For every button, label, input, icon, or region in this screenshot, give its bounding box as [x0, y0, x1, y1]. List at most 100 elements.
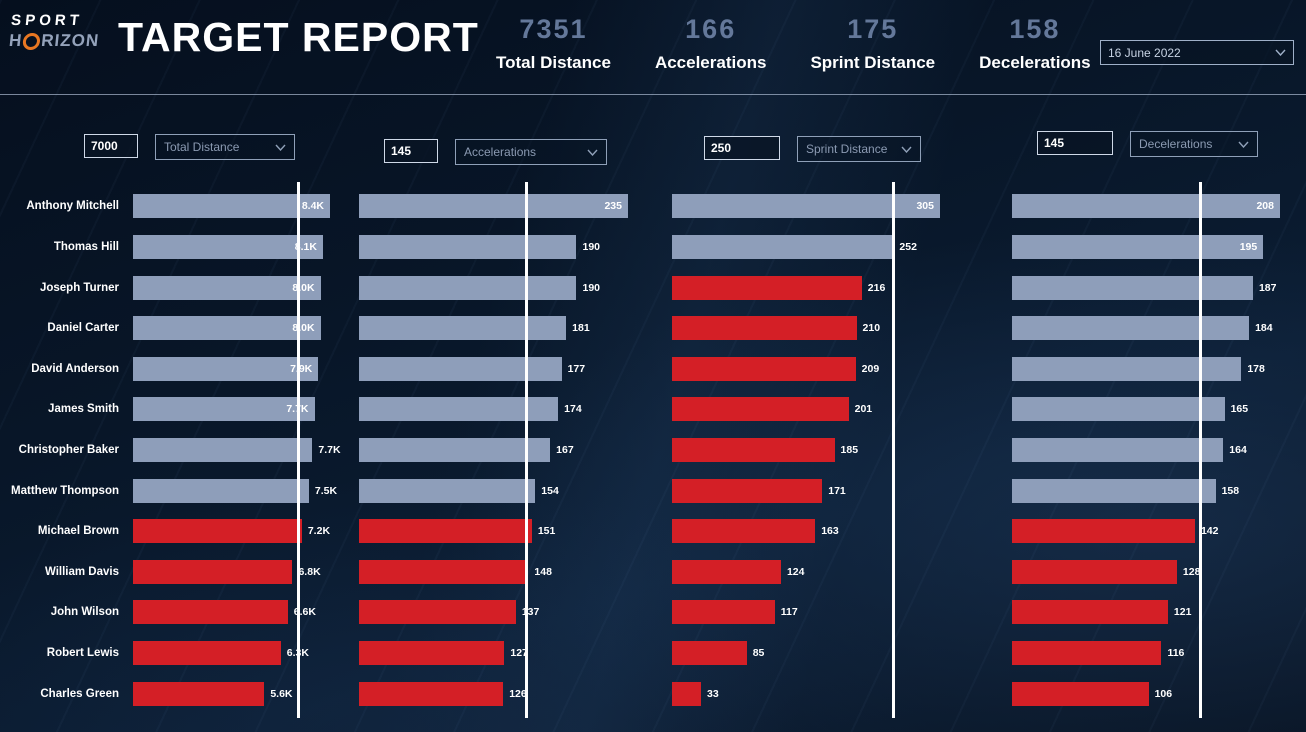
bar-row: 154: [359, 470, 628, 511]
bar[interactable]: [672, 194, 940, 219]
bar-row: 210: [672, 308, 940, 349]
bar-value-label: 158: [1221, 484, 1240, 497]
bar[interactable]: [359, 681, 504, 706]
chevron-down-icon: [587, 149, 598, 156]
bar[interactable]: [1012, 681, 1149, 706]
kpi-group: 7351 Total Distance 166 Accelerations 17…: [496, 14, 1091, 73]
bar[interactable]: [133, 641, 281, 665]
bar[interactable]: [672, 316, 857, 341]
bar[interactable]: [672, 478, 823, 503]
target-input-total-distance[interactable]: [84, 134, 138, 158]
bar-value-label: 128: [1182, 565, 1201, 578]
bar[interactable]: [359, 600, 516, 625]
bar[interactable]: [672, 437, 835, 462]
bar[interactable]: [359, 641, 505, 665]
kpi-decelerations: 158 Decelerations: [979, 14, 1091, 73]
target-input-decelerations[interactable]: [1037, 131, 1113, 155]
bar-value-label: 181: [572, 322, 590, 335]
bar-value-label: 184: [1255, 322, 1273, 335]
bar-value-label: 177: [567, 362, 586, 375]
metric-dropdown-total-distance[interactable]: Total Distance: [155, 134, 295, 160]
bar-value-label: 33: [706, 687, 719, 700]
bar-value-label: 208: [1256, 200, 1274, 213]
bar[interactable]: [133, 356, 319, 381]
player-name: Christopher Baker: [18, 443, 119, 456]
bar[interactable]: [672, 559, 781, 584]
bar[interactable]: [359, 316, 567, 341]
bar-row: 171: [672, 470, 940, 511]
kpi-value: 7351: [519, 14, 588, 44]
metric-dropdown-accelerations[interactable]: Accelerations: [455, 139, 607, 165]
bar[interactable]: [672, 397, 849, 422]
bar-value-label: 6.3K: [286, 647, 309, 659]
metric-dropdown-label: Accelerations: [464, 145, 537, 159]
date-filter-dropdown[interactable]: 16 June 2022: [1100, 40, 1294, 65]
bar[interactable]: [1012, 559, 1177, 584]
bar[interactable]: [672, 641, 747, 665]
bar-value-label: 8.1K: [294, 240, 317, 253]
bar-row: 33: [672, 673, 940, 714]
bar[interactable]: [133, 478, 309, 503]
bar[interactable]: [672, 519, 816, 544]
bar[interactable]: [133, 600, 288, 625]
bar-row: 187: [1012, 267, 1280, 308]
bar[interactable]: [1012, 437, 1224, 462]
bar[interactable]: [359, 275, 577, 300]
target-input-accelerations[interactable]: [384, 139, 438, 163]
bar[interactable]: [1012, 600, 1168, 625]
bar[interactable]: [1012, 397, 1225, 422]
bar[interactable]: [672, 275, 862, 300]
bar-row: 174: [359, 389, 628, 430]
bar-row: 235: [359, 186, 628, 227]
metric-dropdown-decelerations[interactable]: Decelerations: [1130, 131, 1258, 157]
page-title: TARGET REPORT: [118, 14, 479, 60]
bar[interactable]: [672, 234, 894, 259]
bar[interactable]: [672, 356, 856, 381]
bar-value-label: 235: [604, 200, 622, 213]
bar-value-label: 154: [541, 484, 559, 497]
bar[interactable]: [133, 275, 321, 300]
bar[interactable]: [1012, 194, 1280, 219]
bar[interactable]: [359, 478, 536, 503]
bar[interactable]: [1012, 234, 1264, 259]
bar[interactable]: [133, 234, 323, 259]
bar[interactable]: [672, 600, 775, 625]
kpi-accelerations: 166 Accelerations: [655, 14, 767, 73]
bar[interactable]: [1012, 478, 1216, 503]
chevron-down-icon: [901, 146, 912, 153]
metric-dropdown-sprint-distance[interactable]: Sprint Distance: [797, 136, 921, 162]
bar-value-label: 127: [510, 647, 528, 659]
bar[interactable]: [133, 559, 293, 584]
bar[interactable]: [359, 194, 628, 219]
bar-value-label: 190: [582, 281, 601, 294]
player-name: Joseph Turner: [39, 281, 119, 294]
bar[interactable]: [672, 681, 701, 706]
bar[interactable]: [133, 681, 265, 706]
bar[interactable]: [359, 437, 551, 462]
bar[interactable]: [359, 559, 529, 584]
bar[interactable]: [359, 519, 532, 544]
bar[interactable]: [359, 234, 577, 259]
bar[interactable]: [133, 519, 302, 544]
bar[interactable]: [133, 316, 321, 341]
bar[interactable]: [1012, 275, 1253, 300]
bar[interactable]: [359, 397, 559, 422]
bar[interactable]: [133, 194, 330, 219]
target-input-sprint-distance[interactable]: [704, 136, 780, 160]
bar-row: 8.0K: [133, 308, 330, 349]
bar[interactable]: [1012, 519, 1195, 544]
bar[interactable]: [1012, 316, 1250, 341]
player-name: Michael Brown: [37, 525, 119, 538]
bar[interactable]: [133, 437, 313, 462]
bar[interactable]: [133, 397, 315, 422]
bar[interactable]: [359, 356, 562, 381]
bar-row: 177: [359, 348, 628, 389]
bar[interactable]: [1012, 356, 1242, 381]
logo-text-h: H: [8, 31, 24, 50]
bar-value-label: 167: [556, 443, 574, 456]
bar-value-label: 210: [862, 322, 881, 335]
target-line: [297, 182, 301, 718]
bar-value-label: 201: [854, 403, 873, 416]
target-controls-total-distance: Total Distance: [84, 134, 295, 160]
bar[interactable]: [1012, 641, 1162, 665]
